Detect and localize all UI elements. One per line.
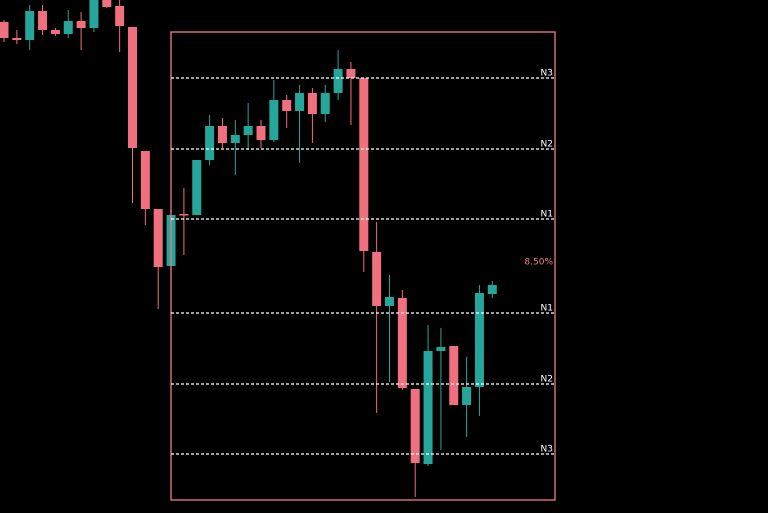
candle-body (423, 351, 433, 464)
candle-body (192, 160, 202, 215)
candle-body (217, 126, 227, 143)
candle-body (385, 297, 394, 306)
candle-body (50, 30, 60, 34)
candle-body (346, 69, 356, 78)
level-label: N3 (541, 69, 553, 79)
candle-body (25, 11, 35, 40)
candle-body (115, 6, 125, 26)
candle-body (102, 0, 112, 7)
candle-body (63, 21, 73, 34)
candle-body (320, 93, 330, 114)
candle-body (256, 126, 266, 140)
candle-body (38, 11, 48, 30)
candle-body (410, 389, 420, 463)
candle-body (487, 285, 497, 294)
candle-body (397, 298, 407, 388)
candle-body (269, 100, 279, 140)
candle-body (243, 126, 253, 135)
range-percent: 8.50% (524, 258, 553, 268)
candle-body (76, 21, 86, 28)
candle-body (295, 93, 305, 111)
candle-body (205, 126, 215, 160)
candle-body (474, 293, 484, 387)
candle-body (179, 214, 189, 216)
level-label: N3 (541, 445, 553, 455)
candle-body (436, 347, 446, 351)
candle-body (449, 346, 459, 405)
level-label: N2 (541, 375, 553, 385)
candle-body (282, 100, 292, 111)
candle-body (372, 252, 382, 306)
candle-body (359, 78, 369, 251)
candle-body (307, 93, 317, 114)
candle-body (153, 209, 163, 267)
candle-body (462, 387, 472, 405)
candle-body (333, 69, 343, 93)
candle-body (0, 22, 9, 38)
candle-body (230, 135, 240, 143)
level-label: N2 (541, 140, 553, 150)
candle-body (89, 0, 99, 28)
level-label: N1 (541, 304, 553, 314)
candle-body (140, 151, 150, 209)
candle-body (128, 27, 137, 148)
range-box (170, 31, 556, 501)
level-label: N1 (541, 210, 553, 220)
candle-body (12, 38, 22, 40)
